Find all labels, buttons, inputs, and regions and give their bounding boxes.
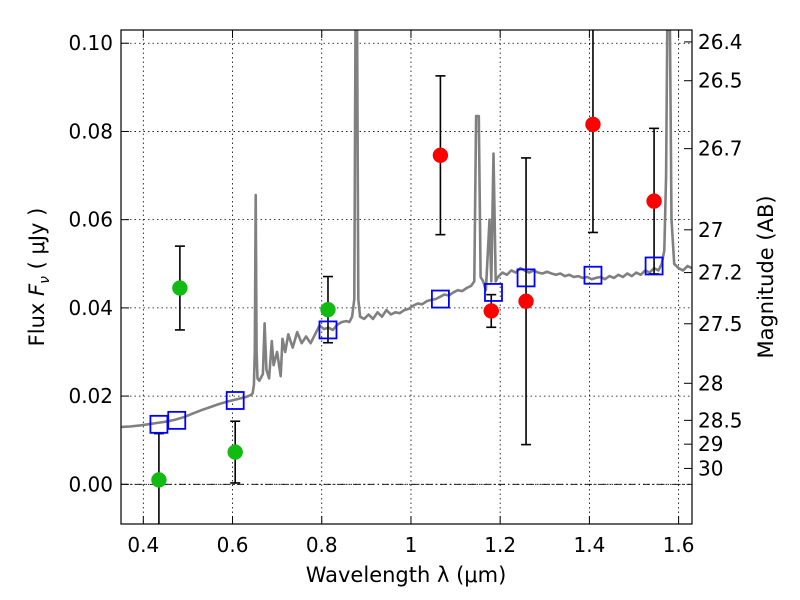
detections-green-point: [320, 301, 336, 318]
y2-axis-label: Magnitude (AB): [754, 195, 778, 358]
plot-area: [121, 30, 692, 524]
y-axis-label: Flux Fν ( μJy ): [25, 208, 53, 347]
x-tick-label: 1.6: [663, 533, 695, 557]
magnitude-tick-label: 26.4: [698, 30, 743, 54]
model-photometry-square: [225, 391, 245, 410]
detections-red-point: [483, 303, 500, 319]
magnitude-tick-label: 26.5: [698, 69, 743, 93]
detections-red-point: [585, 116, 601, 133]
x-tick-label: 1: [405, 533, 418, 557]
magnitude-tick-label: 27.5: [698, 312, 743, 336]
magnitude-tick-label: 28: [698, 371, 723, 395]
y-tick-label: 0.04: [68, 296, 113, 320]
x-tick-label: 0.6: [217, 533, 249, 557]
magnitude-tick-label: 28.5: [698, 408, 743, 432]
model-photometry-square: [484, 283, 503, 302]
x-tick-label: 1.2: [484, 533, 516, 557]
model-photometry-square: [583, 265, 603, 285]
y-axis-label-subscript: ν: [37, 276, 53, 284]
model-photometry-square: [318, 320, 338, 340]
y-axis-ticks: 0.00 0.02 0.04 0.06 0.08 0.10: [68, 31, 129, 496]
model-photometry-square: [516, 268, 536, 288]
y-tick-label: 0.10: [68, 31, 113, 55]
plot-frame: [120, 29, 693, 525]
model-photometry-square: [644, 256, 664, 276]
detections-red-point: [518, 293, 534, 310]
model-photometry-square: [167, 410, 187, 430]
magnitude-tick-label: 27.2: [698, 261, 743, 285]
y-tick-label: 0.02: [68, 384, 113, 408]
model-photometry-squares: [149, 256, 664, 434]
y-axis-label-symbol: F: [25, 283, 49, 296]
y-axis-label-suffix: ( μJy ): [25, 208, 49, 276]
detections-red-point: [646, 193, 662, 209]
detections-red-point: [432, 147, 449, 164]
magnitude-tick-label: 27: [698, 218, 723, 242]
y-tick-label: 0.00: [68, 472, 113, 496]
y-tick-label: 0.06: [68, 208, 113, 232]
model-spectrum-line: [121, 30, 692, 429]
model-photometry-square: [431, 289, 450, 309]
grid: [121, 30, 692, 524]
x-tick-label: 1.4: [573, 533, 605, 557]
magnitude-tick-label: 30: [698, 456, 723, 480]
magnitude-tick-label: 29: [698, 432, 723, 456]
photometry-points: [151, 116, 662, 488]
detections-green-point: [151, 472, 167, 488]
y-tick-label: 0.08: [68, 119, 113, 143]
x-tick-label: 0.8: [306, 533, 338, 557]
y-axis-label-prefix: Flux: [25, 296, 49, 346]
x-tick-label: 0.4: [127, 533, 159, 557]
detections-green-point: [227, 444, 243, 460]
magnitude-tick-label: 26.7: [698, 137, 743, 161]
x-axis-ticks: 0.4 0.6 0.8 1 1.2 1.4 1.6: [127, 30, 695, 557]
x-axis-label: Wavelength λ (μm): [306, 563, 507, 587]
detections-green-point: [172, 280, 188, 296]
